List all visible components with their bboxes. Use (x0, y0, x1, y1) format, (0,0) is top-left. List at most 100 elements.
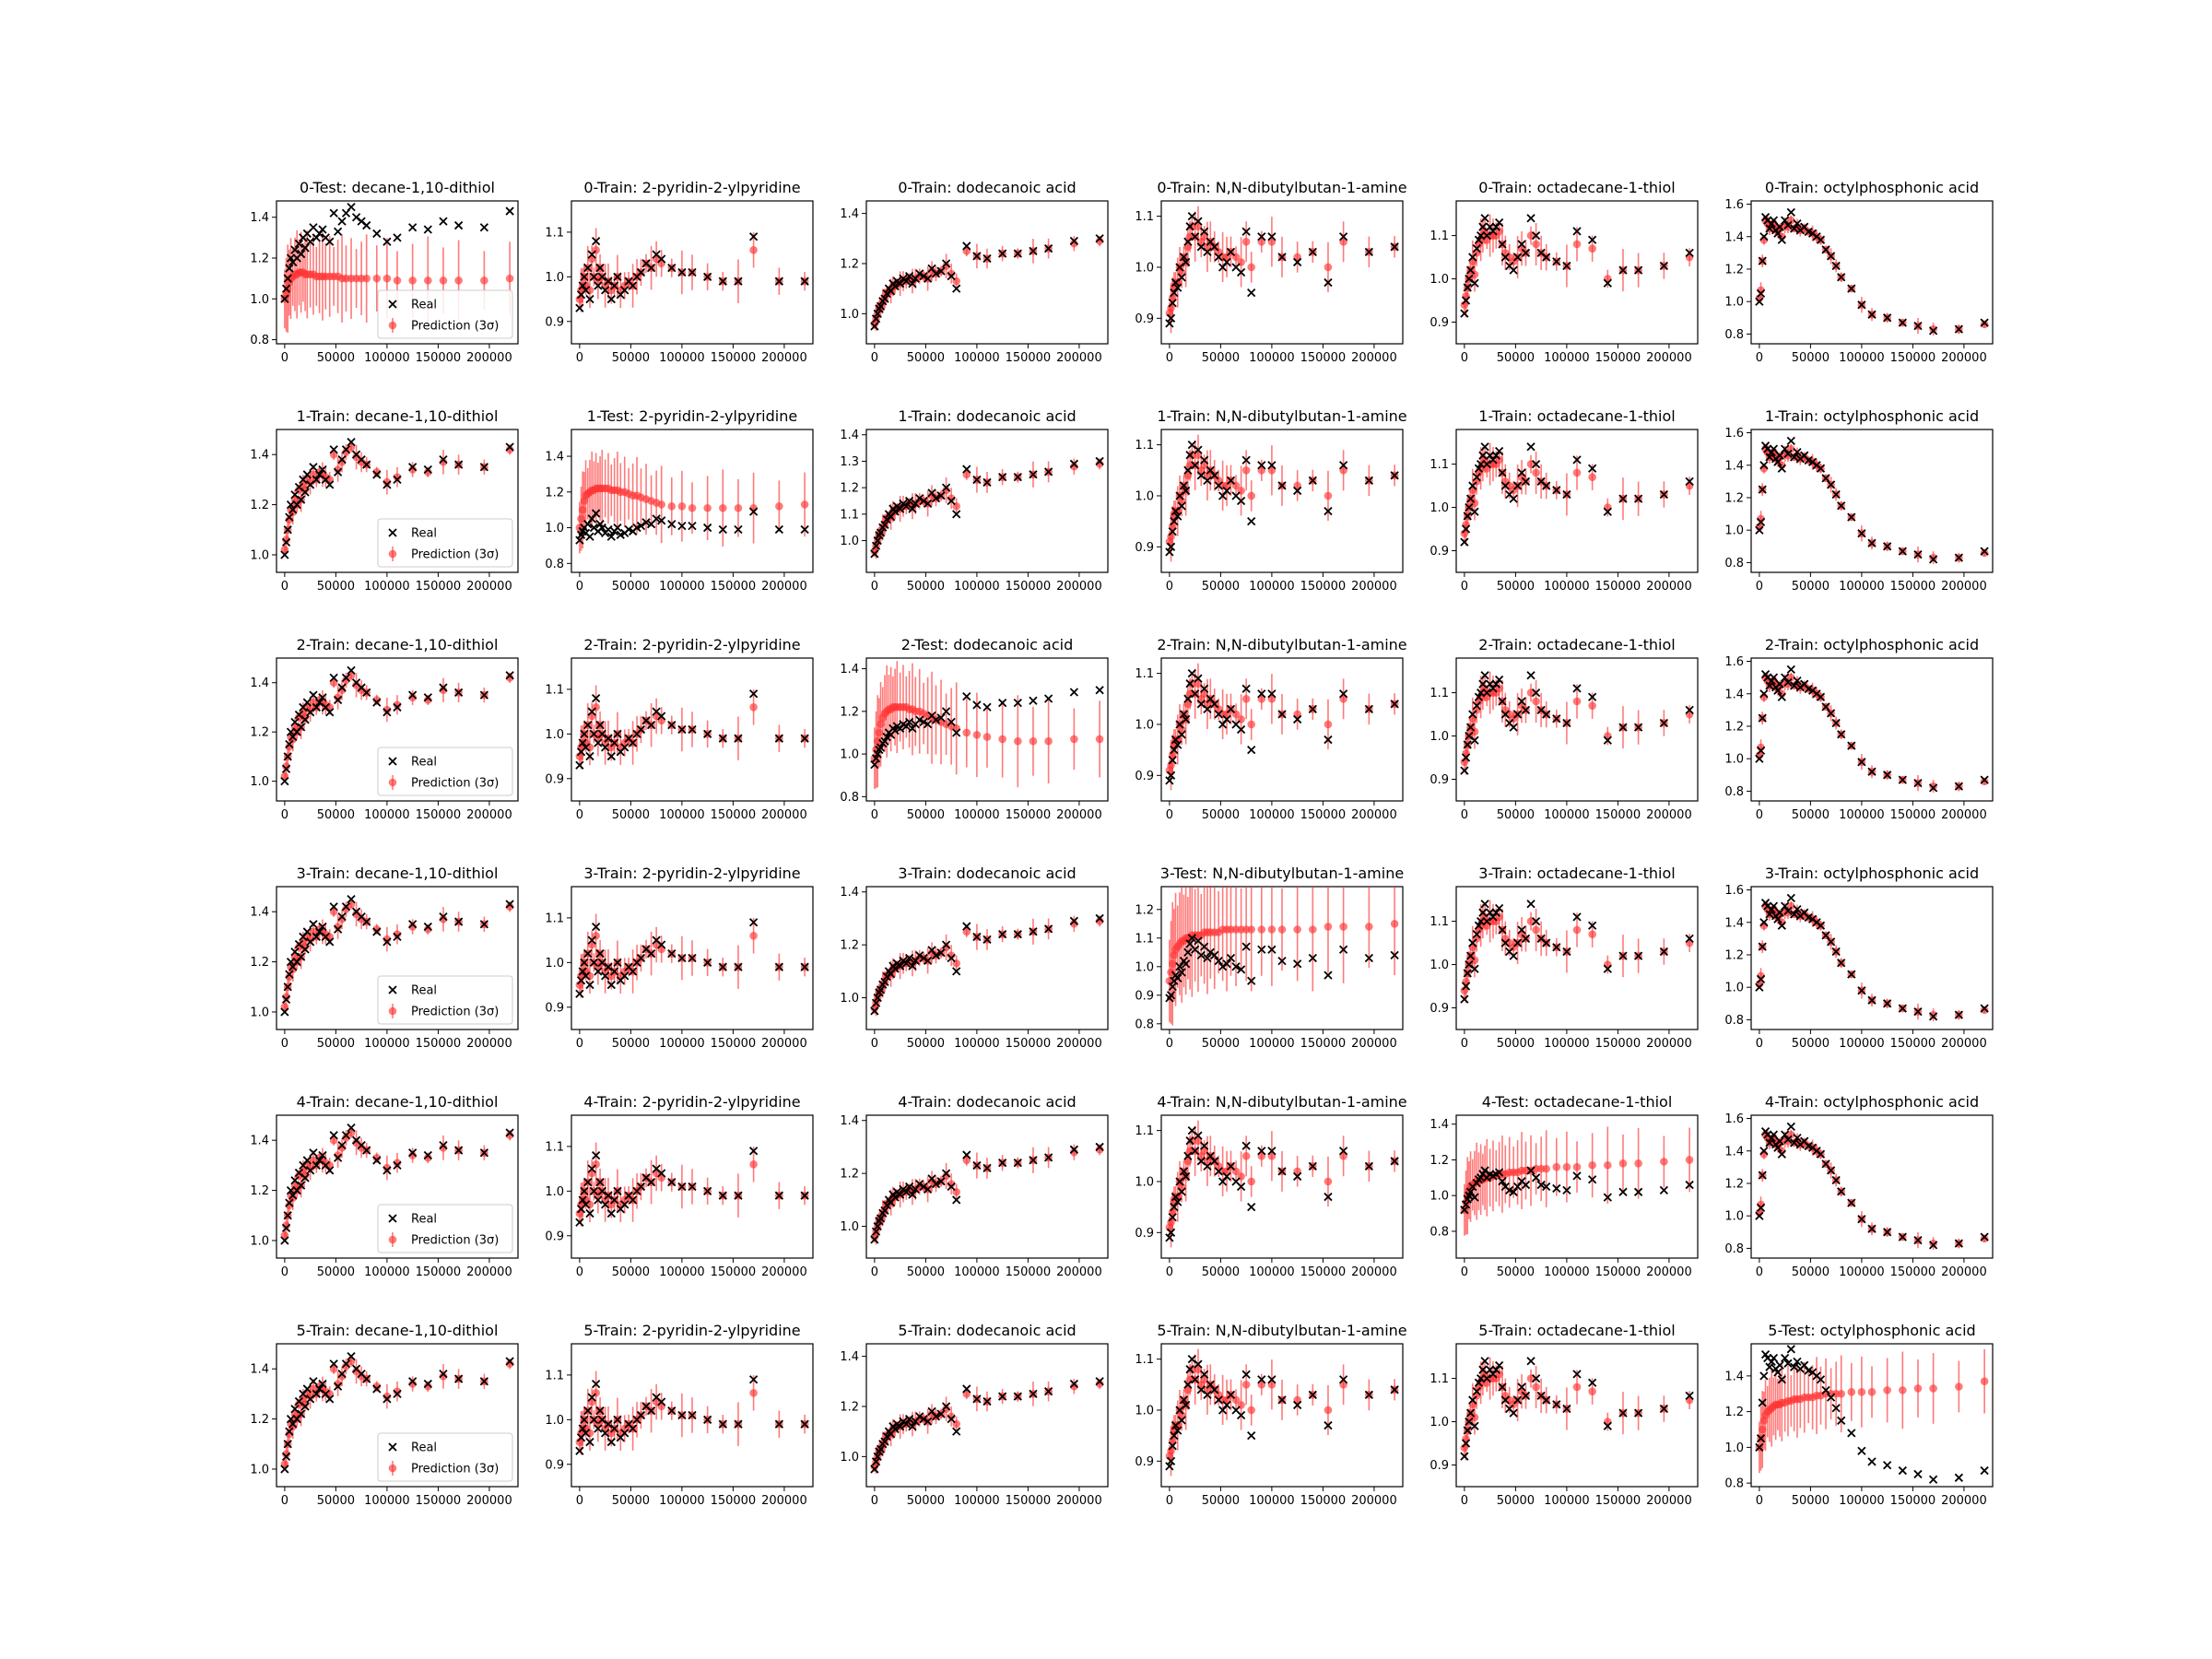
real-point (1069, 688, 1078, 697)
real-point (587, 250, 596, 259)
real-point (1552, 486, 1561, 495)
y-tick-label: 1.4 (840, 207, 859, 221)
real-point (592, 693, 601, 703)
real-point (1236, 1410, 1246, 1420)
real-point (1165, 776, 1174, 785)
real-point (1847, 970, 1856, 979)
real-point (600, 971, 610, 981)
real-point (1491, 451, 1500, 460)
real-point (1486, 1365, 1495, 1374)
prediction-point (342, 905, 350, 913)
real-point (923, 956, 933, 966)
y-tick-label: 0.9 (545, 1458, 564, 1472)
real-point (1214, 1167, 1223, 1176)
real-point (1183, 1151, 1193, 1160)
y-tick-label: 1.0 (1135, 718, 1154, 732)
real-point (1182, 1400, 1191, 1410)
axes-frame (1160, 200, 1404, 345)
real-point (1769, 216, 1779, 225)
axes-frame (276, 429, 519, 573)
real-point (1257, 232, 1266, 241)
x-tick-label: 100000 (659, 1265, 705, 1279)
real-point (1267, 232, 1277, 241)
real-point (1781, 901, 1790, 911)
y-tick-label: 0.9 (545, 1001, 564, 1015)
real-point (302, 470, 312, 479)
real-point (300, 945, 310, 954)
real-point (1494, 1168, 1504, 1177)
prediction-point (585, 971, 594, 981)
y-tick-label: 1.6 (1724, 884, 1744, 898)
real-point (1166, 313, 1176, 323)
real-point (1831, 261, 1841, 271)
real-point (628, 967, 638, 976)
real-point (1793, 905, 1802, 914)
real-point (908, 1422, 917, 1431)
x-tick-label: 0 (576, 1037, 583, 1051)
real-point (1183, 694, 1193, 703)
subplot-title: 0-Train: dodecanoic acid (898, 179, 1076, 196)
real-point (302, 927, 312, 936)
real-point (882, 514, 891, 524)
prediction-point (1532, 925, 1540, 935)
real-point (774, 734, 784, 743)
real-point (941, 259, 951, 268)
real-point (1512, 938, 1523, 947)
real-point (1222, 1400, 1231, 1410)
real-point (1166, 1228, 1176, 1237)
y-tick-label: 0.8 (1430, 1225, 1449, 1239)
real-point (876, 1444, 886, 1453)
prediction-point (719, 503, 727, 512)
real-point (972, 1394, 982, 1404)
prediction-point (372, 467, 382, 477)
x-tick-label: 100000 (364, 1037, 410, 1051)
x-tick-label: 150000 (1006, 580, 1052, 594)
real-point (947, 496, 956, 506)
real-point (1531, 230, 1541, 241)
x-tick-label: 150000 (711, 1265, 757, 1279)
x-tick-label: 0 (1166, 808, 1173, 822)
real-point (1759, 232, 1769, 241)
real-point (919, 717, 928, 727)
real-point (1222, 1171, 1231, 1182)
real-point (882, 288, 891, 299)
legend-prediction-marker (388, 778, 397, 787)
prediction-point (962, 728, 971, 737)
x-tick-label: 50000 (1792, 351, 1830, 365)
real-point (880, 736, 889, 746)
real-point (620, 1200, 629, 1209)
x-tick-label: 0 (1756, 1494, 1763, 1508)
prediction-point (393, 1387, 402, 1395)
real-point (1470, 278, 1479, 288)
real-point (597, 272, 606, 281)
real-point (575, 760, 584, 770)
real-point (585, 1437, 594, 1447)
real-point (312, 932, 321, 942)
real-point (1521, 1180, 1531, 1190)
real-point (646, 1178, 656, 1187)
real-point (597, 1415, 606, 1424)
x-tick-label: 50000 (1202, 1494, 1240, 1508)
real-point (1847, 1198, 1856, 1207)
x-tick-label: 200000 (1941, 1037, 1987, 1051)
real-point (890, 964, 900, 973)
real-point (657, 254, 666, 264)
real-point (453, 688, 464, 698)
real-point (1826, 1166, 1836, 1175)
prediction-point (1324, 263, 1333, 272)
real-point (1177, 1187, 1186, 1196)
real-point (372, 470, 382, 479)
prediction-point (306, 1163, 314, 1172)
prediction-point (1980, 548, 1989, 558)
real-point (1867, 310, 1877, 319)
real-point (1165, 1462, 1174, 1471)
x-tick-label: 100000 (1249, 808, 1295, 822)
real-point (677, 724, 687, 735)
real-point (1685, 1391, 1694, 1400)
real-point (998, 930, 1007, 939)
prediction-point (454, 276, 463, 285)
real-point (600, 1429, 610, 1438)
real-point (1095, 1377, 1104, 1386)
real-point (1236, 496, 1246, 506)
